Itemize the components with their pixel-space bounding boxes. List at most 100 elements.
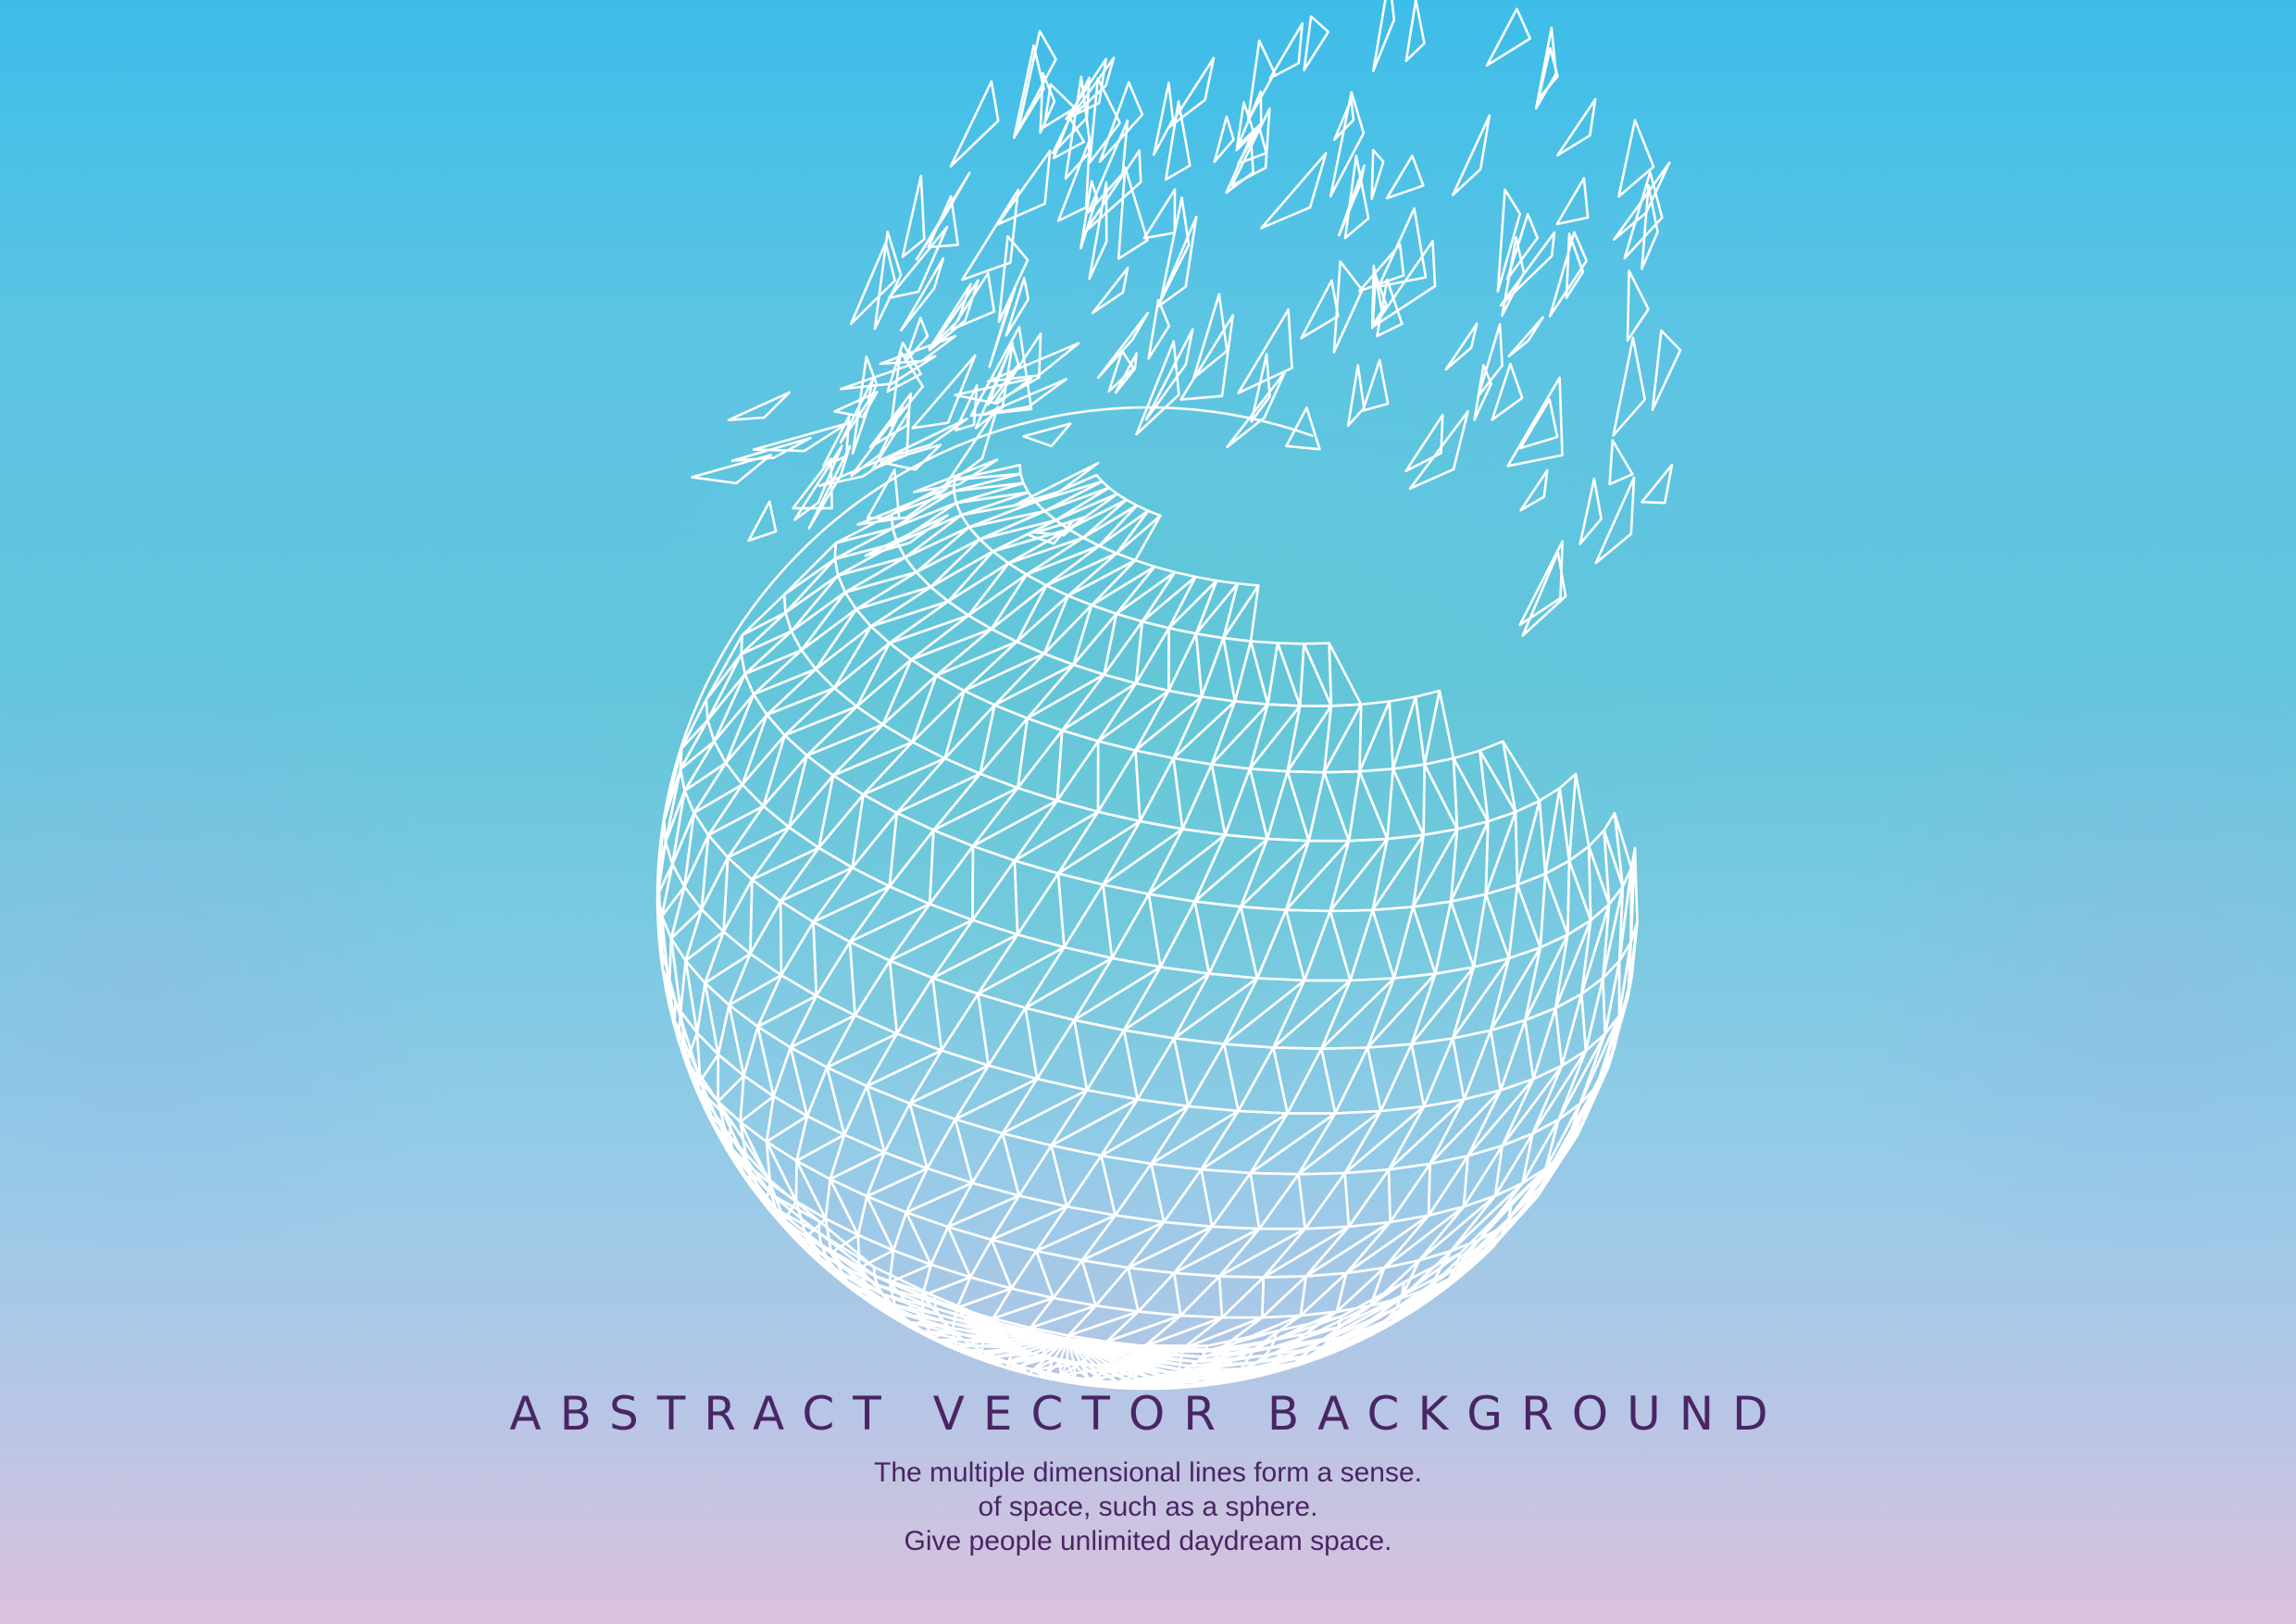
- triangle-shard: [1338, 164, 1366, 237]
- sphere-facet: [971, 844, 1017, 922]
- triangle-shard: [1230, 107, 1271, 187]
- triangle-shard: [927, 194, 959, 249]
- sphere-facet: [1463, 1029, 1503, 1101]
- triangle-shard: [1555, 177, 1590, 226]
- triangle-shard: [1370, 148, 1385, 200]
- sphere-facet: [862, 741, 946, 796]
- sphere-facet: [990, 1205, 1068, 1253]
- triangle-shard: [1079, 180, 1099, 250]
- sphere-facet: [888, 959, 934, 1035]
- sphere-facet: [848, 940, 892, 1017]
- triangle-shard: [752, 422, 848, 453]
- triangle-shard: [1491, 362, 1524, 421]
- triangle-shard: [727, 391, 792, 422]
- triangle-shard: [864, 514, 949, 557]
- triangle-shard: [1608, 439, 1634, 486]
- triangle-shard: [1499, 231, 1556, 307]
- description-line-1: The multiple dimensional lines form a se…: [874, 1457, 1422, 1488]
- sphere-facet: [1328, 642, 1363, 707]
- sphere-facet: [1347, 769, 1389, 843]
- sphere-facet: [1222, 1043, 1275, 1113]
- sphere-facet: [741, 713, 786, 786]
- sphere-facet: [1172, 1037, 1226, 1108]
- sphere-facet: [812, 920, 852, 997]
- sphere-facet: [968, 1238, 1013, 1290]
- triangle-shard: [856, 487, 948, 526]
- triangle-shard: [1346, 364, 1366, 428]
- triangle-shard: [1142, 188, 1177, 240]
- triangle-shard: [1192, 293, 1229, 380]
- triangle-shard: [911, 354, 977, 430]
- sphere-facet: [1255, 908, 1306, 982]
- triangle-shard: [1361, 358, 1390, 412]
- triangle-shard: [1556, 97, 1597, 157]
- triangle-shard: [1626, 269, 1650, 343]
- sphere-facet: [1217, 1227, 1306, 1279]
- triangle-shard: [1159, 196, 1191, 303]
- sphere-facet: [779, 899, 815, 977]
- triangle-shard: [1268, 21, 1304, 80]
- triangle-shard: [1236, 90, 1263, 148]
- triangle-shard: [1179, 314, 1234, 401]
- sphere-facet: [888, 918, 974, 980]
- sphere-facet: [911, 674, 966, 743]
- triangle-shard: [1091, 267, 1129, 315]
- triangle-shard: [1069, 56, 1116, 119]
- triangle-shard: [928, 279, 980, 352]
- triangle-shard: [1537, 46, 1559, 100]
- sphere-facet: [1261, 1275, 1307, 1319]
- sphere-facet: [805, 705, 884, 757]
- sphere-facet: [1472, 893, 1511, 968]
- sphere-facet: [805, 723, 884, 777]
- sphere-facet: [1349, 908, 1396, 982]
- triangle-shard: [913, 458, 999, 493]
- sphere-facet: [1567, 844, 1592, 922]
- triangle-shard: [961, 188, 1020, 281]
- triangle-shard: [1404, 413, 1444, 473]
- sphere-facet: [829, 1178, 868, 1237]
- sphere-facet: [932, 772, 1019, 831]
- triangle-shard: [1034, 516, 1086, 537]
- sphere-facet: [1557, 1032, 1606, 1121]
- sphere-facet: [1162, 1168, 1214, 1229]
- sphere-facet: [1210, 763, 1252, 837]
- triangle-shard: [1385, 154, 1425, 200]
- triangle-shard: [1343, 155, 1370, 240]
- sphere-facet: [1147, 893, 1196, 968]
- triangle-shard: [954, 377, 1033, 406]
- triangle-shard: [1518, 398, 1559, 450]
- triangle-shard: [1548, 231, 1588, 319]
- sphere-facet: [762, 733, 808, 807]
- sphere-facet: [1410, 1037, 1454, 1108]
- triangle-shard: [873, 231, 903, 331]
- triangle-shard: [817, 450, 902, 488]
- sphere-facet: [895, 772, 981, 831]
- triangle-shard: [1377, 206, 1428, 288]
- sphere-facet: [1172, 1271, 1221, 1318]
- triangle-shard: [1156, 215, 1198, 308]
- sphere-facet: [1224, 767, 1269, 841]
- sphere-facet: [741, 733, 786, 807]
- triangle-shard: [1285, 406, 1321, 451]
- sphere-facet: [1102, 828, 1184, 895]
- triangle-shard: [1371, 274, 1388, 327]
- sphere-facet: [1139, 756, 1184, 831]
- triangle-shard: [1226, 370, 1287, 449]
- sphere-facet: [1222, 979, 1306, 1049]
- sphere-facet: [1366, 972, 1437, 1049]
- sphere-facet: [1303, 642, 1333, 707]
- sphere-facet: [1490, 1018, 1527, 1092]
- triangle-shard: [1004, 277, 1029, 337]
- triangle-shard: [866, 468, 901, 519]
- sphere-facet: [895, 756, 981, 815]
- triangle-shard: [949, 80, 1000, 168]
- sphere-facet: [795, 1159, 832, 1220]
- sphere-facet: [1410, 966, 1476, 1045]
- triangle-shard: [1117, 166, 1149, 260]
- triangle-shard: [1372, 0, 1396, 72]
- triangle-shard: [839, 378, 874, 444]
- sphere-facet: [1249, 1171, 1300, 1230]
- floating-triangle-shards: [691, 0, 1682, 637]
- sphere-facet: [779, 866, 855, 924]
